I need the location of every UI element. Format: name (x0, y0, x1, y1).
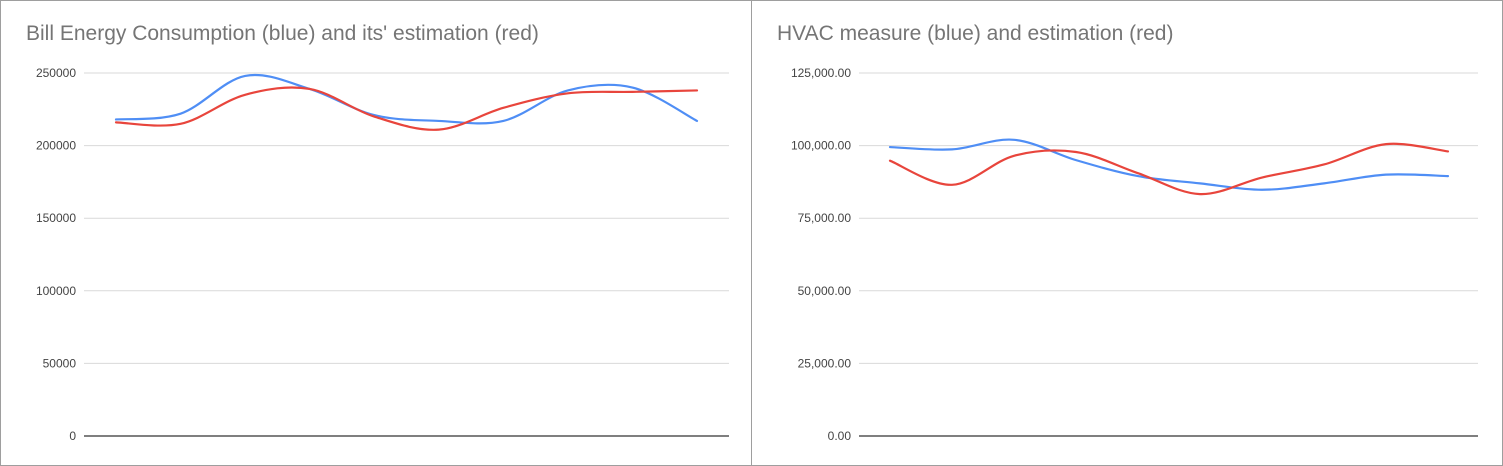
bill-energy-chart: 0 50000 100000 150000 200000 250000 (36, 66, 729, 443)
hvac-chart: 0.00 25,000.00 50,000.00 75,000.00 100,000.0… (791, 66, 1478, 443)
series-line-1 (888, 142, 1450, 196)
chart-title: HVAC measure (blue) and estimation (red) (777, 22, 1174, 45)
y-tick-label: 100000 (36, 284, 76, 298)
y-tick-label: 0 (69, 429, 76, 443)
y-tick-label: 50000 (43, 356, 77, 370)
chart-title: Bill Energy Consumption (blue) and its' … (26, 22, 539, 45)
series-line-0 (888, 138, 1450, 191)
series-line-0 (114, 73, 699, 125)
hvac-chart-panel: HVAC measure (blue) and estimation (red)… (751, 0, 1503, 466)
y-tick-label: 100,000.00 (791, 139, 851, 153)
y-tick-label: 50,000.00 (798, 284, 852, 298)
series-line-1 (114, 86, 699, 131)
y-tick-label: 75,000.00 (798, 211, 852, 225)
y-tick-label: 250000 (36, 66, 76, 80)
y-tick-label: 125,000.00 (791, 66, 851, 80)
bill-energy-chart-panel: Bill Energy Consumption (blue) and its' … (0, 0, 752, 466)
y-tick-label: 200000 (36, 139, 76, 153)
y-tick-label: 0.00 (828, 429, 852, 443)
y-tick-label: 150000 (36, 211, 76, 225)
y-tick-label: 25,000.00 (798, 356, 852, 370)
